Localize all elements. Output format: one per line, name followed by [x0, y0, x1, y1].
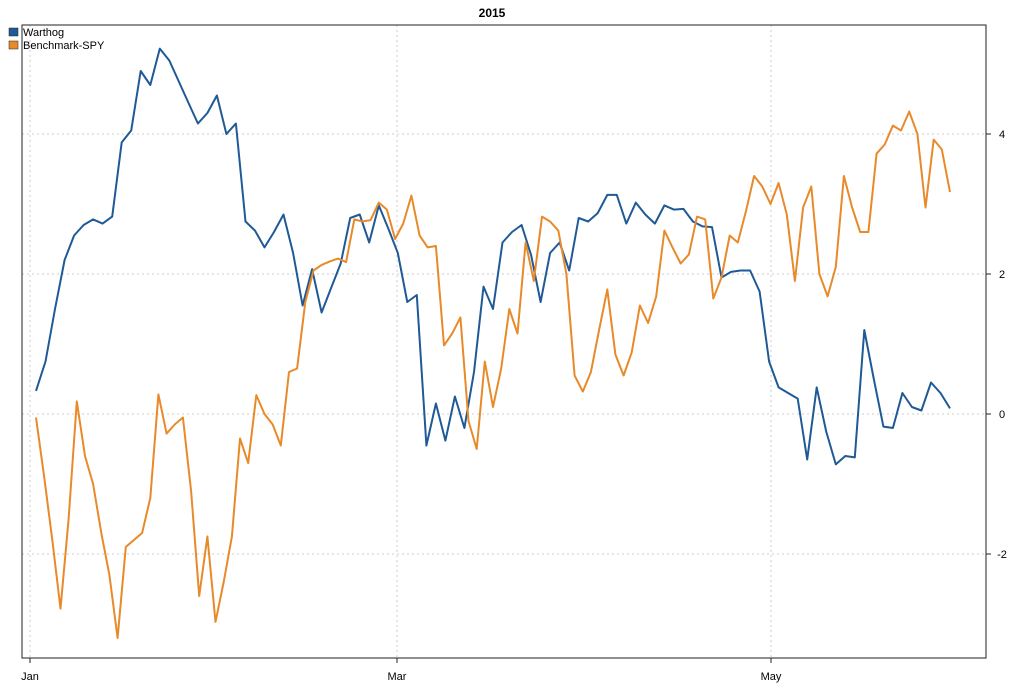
series-line-warthog: [35, 47, 951, 466]
legend-swatch: [8, 40, 19, 50]
series-layer: [35, 47, 951, 639]
plot-frame: [21, 24, 987, 659]
x-tick-label: Jan: [21, 671, 39, 683]
series-line-benchmark-spy: [35, 110, 951, 639]
x-tick-label: Mar: [388, 671, 407, 683]
legend-label: Benchmark-SPY: [23, 40, 105, 52]
y-tick-label: -2: [997, 549, 1007, 561]
legend-label: Warthog: [23, 27, 64, 39]
x-tick-label: May: [761, 671, 782, 683]
y-tick-label: 0: [999, 409, 1005, 421]
y-tick-label: 2: [999, 269, 1005, 281]
chart-title: 2015: [479, 6, 506, 20]
legend-swatch: [8, 27, 19, 37]
y-axis: -2 0 2 4: [986, 129, 1007, 561]
x-axis: Jan Mar May: [21, 658, 782, 683]
y-tick-label: 4: [999, 129, 1005, 141]
grid-lines: [22, 25, 986, 658]
